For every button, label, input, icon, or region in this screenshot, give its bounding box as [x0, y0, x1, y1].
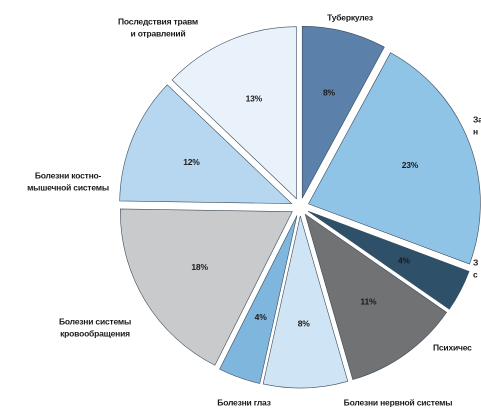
slice-label: н: [473, 126, 478, 136]
slice-label: с: [473, 269, 478, 279]
slice-label: кровообращения: [60, 328, 130, 338]
value-label: 13%: [246, 93, 263, 103]
value-label: 4%: [398, 256, 411, 266]
slice-label: мышечной системы: [27, 182, 109, 192]
pie-slice: [219, 215, 298, 384]
slice-label: Последствия травм: [118, 16, 198, 26]
pie-slice: [262, 215, 349, 389]
slice-label: За: [473, 114, 481, 124]
value-label: 18%: [191, 262, 208, 272]
value-label: 11%: [360, 297, 377, 307]
pie-slice: [301, 25, 385, 199]
pie-slice: [304, 213, 447, 380]
value-label: 4%: [255, 312, 268, 322]
value-label: 8%: [298, 319, 311, 329]
slice-label: Болезни системы: [59, 316, 131, 326]
pie-slice: [119, 84, 293, 204]
slice-label: З: [473, 257, 478, 267]
pie-slice: [308, 52, 481, 265]
value-label: 12%: [183, 157, 200, 167]
slice-label: Болезни нервной системы: [344, 397, 453, 407]
slice-label: Болезни глаз: [217, 397, 270, 407]
value-label: 8%: [323, 88, 336, 98]
slice-label: Психичес: [433, 342, 472, 352]
pie-slice: [120, 208, 293, 366]
pie-slice: [171, 26, 297, 200]
slice-label: Туберкулез: [327, 12, 373, 22]
slice-label: Болезни костно-: [35, 170, 102, 180]
slice-label: и отравлений: [131, 28, 186, 38]
pie-slice: [307, 210, 470, 310]
value-label: 23%: [402, 160, 419, 170]
